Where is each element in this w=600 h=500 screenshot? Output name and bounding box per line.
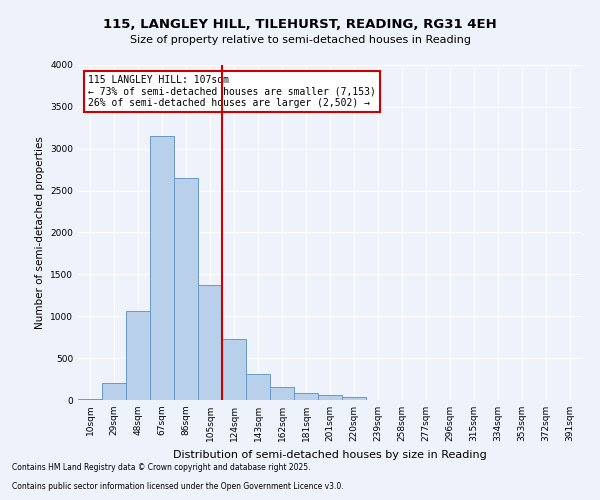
Y-axis label: Number of semi-detached properties: Number of semi-detached properties — [35, 136, 44, 329]
Bar — [174, 178, 198, 400]
Text: Contains HM Land Registry data © Crown copyright and database right 2025.: Contains HM Land Registry data © Crown c… — [12, 464, 311, 472]
Bar — [294, 394, 318, 400]
X-axis label: Distribution of semi-detached houses by size in Reading: Distribution of semi-detached houses by … — [173, 450, 487, 460]
Text: 115, LANGLEY HILL, TILEHURST, READING, RG31 4EH: 115, LANGLEY HILL, TILEHURST, READING, R… — [103, 18, 497, 30]
Bar — [342, 397, 366, 400]
Bar — [78, 399, 102, 400]
Text: Size of property relative to semi-detached houses in Reading: Size of property relative to semi-detach… — [130, 35, 470, 45]
Bar — [102, 383, 126, 400]
Bar — [222, 339, 246, 400]
Bar — [126, 311, 150, 400]
Bar — [270, 386, 294, 400]
Bar — [150, 136, 174, 400]
Text: 115 LANGLEY HILL: 107sqm
← 73% of semi-detached houses are smaller (7,153)
26% o: 115 LANGLEY HILL: 107sqm ← 73% of semi-d… — [88, 75, 376, 108]
Bar — [198, 286, 222, 400]
Bar — [246, 374, 270, 400]
Text: Contains public sector information licensed under the Open Government Licence v3: Contains public sector information licen… — [12, 482, 344, 491]
Bar — [318, 396, 342, 400]
